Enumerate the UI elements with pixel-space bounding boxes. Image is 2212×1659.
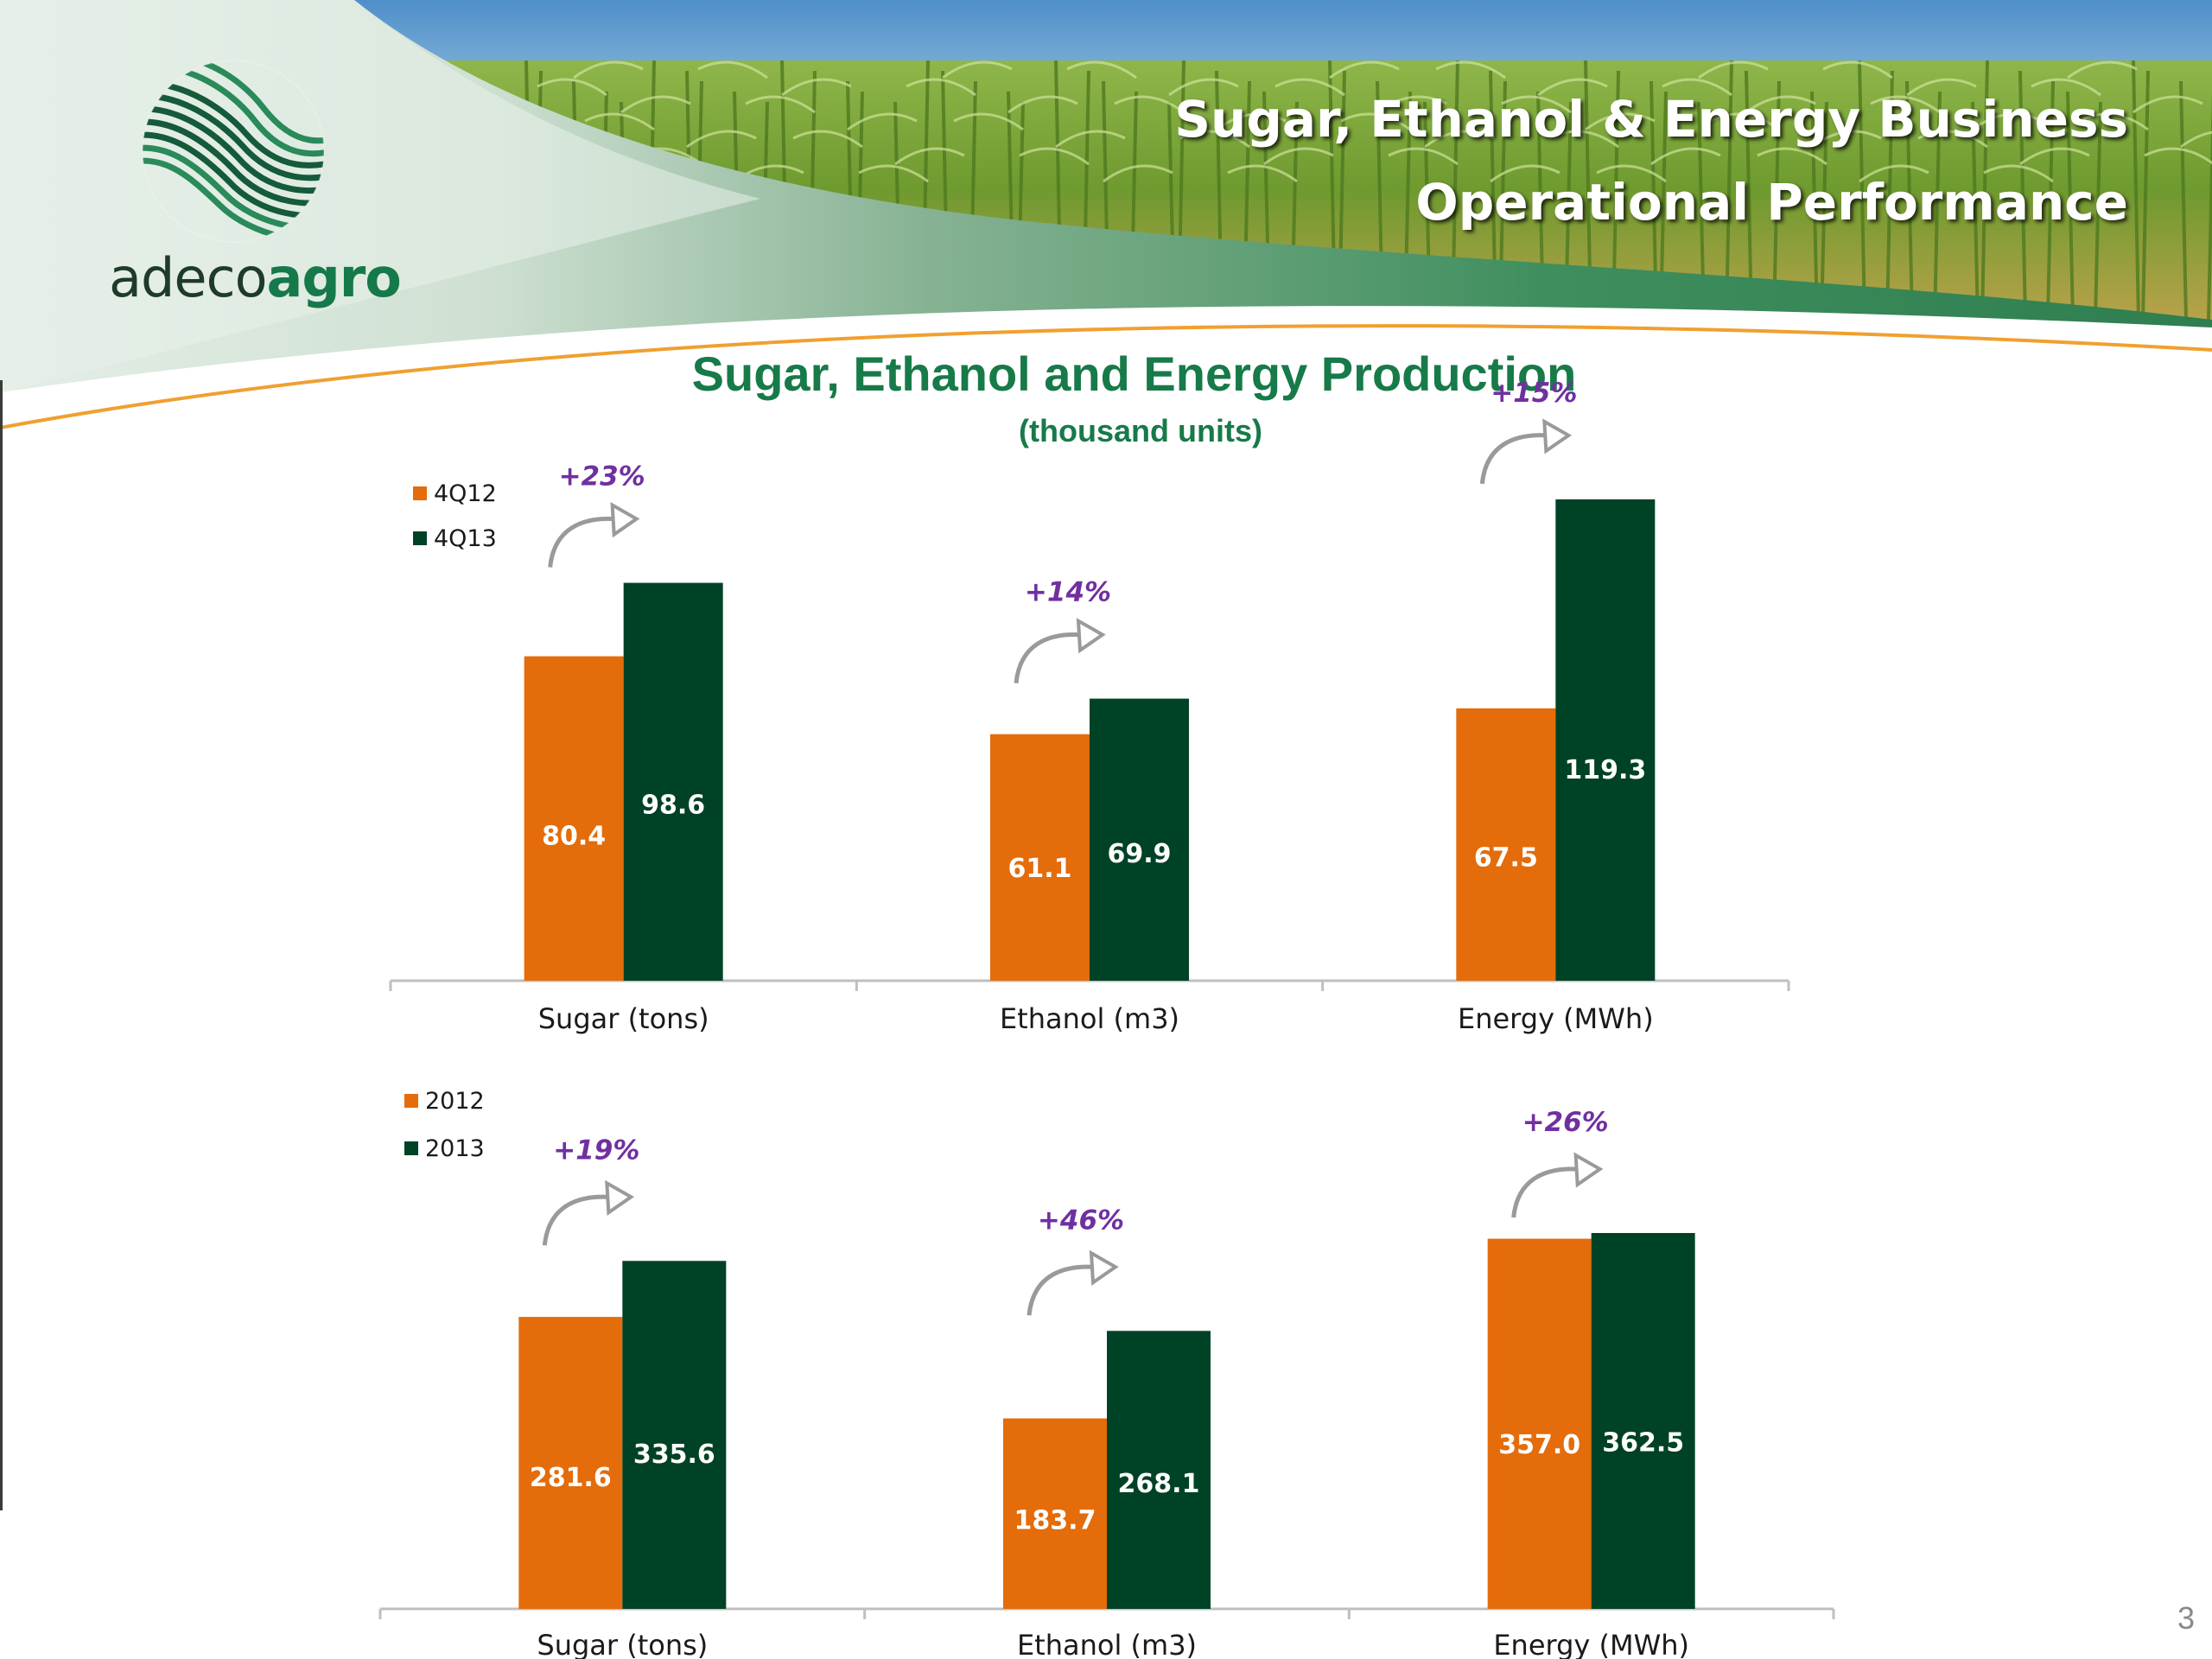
bar-2013-1 [1107,1331,1211,1609]
legend-label: 2012 [425,1088,485,1115]
bar-4Q13-2 [1555,499,1656,981]
legend-label: 4Q13 [434,525,497,552]
category-label: Energy (MWh) [1458,1002,1654,1035]
chart-annual: 281.6 335.6 Sugar (tons) +19% 183.7 268.1 Etha… [378,1088,1835,1659]
category-label: Sugar (tons) [537,1629,708,1659]
growth-arrowhead-icon [1573,1152,1604,1188]
bar-4Q12-0 [524,656,624,981]
data-label: 335.6 [633,1440,715,1470]
bar-2012-1 [1003,1418,1107,1609]
data-label: 69.9 [1107,839,1171,869]
category-label: Sugar (tons) [538,1002,709,1035]
bar-2012-0 [518,1317,623,1609]
slide-header: adecoagro Sugar, Ethanol & Energy Busine… [0,0,2212,449]
growth-arrowhead-icon [1089,1249,1119,1286]
data-label: 183.7 [1014,1505,1096,1535]
bar-4Q12-1 [990,734,1090,981]
legend-swatch [413,486,427,500]
logo-wordmark-accent: agro [266,246,402,309]
logo-wordmark-main: adeco [109,246,268,309]
legend-label: 4Q12 [434,480,497,507]
data-label: 61.1 [1007,854,1071,884]
legend-swatch [404,1141,418,1155]
bar-2013-0 [622,1261,727,1609]
data-label: 357.0 [1498,1430,1580,1460]
bar-2012-2 [1487,1238,1592,1609]
growth-arrowhead-icon [610,501,640,538]
header-title-line2: Operational Performance [1415,173,2128,232]
header-banner [0,0,2212,449]
chart-title: Sugar, Ethanol and Energy Production [691,346,1577,401]
legend-swatch [404,1094,418,1108]
logo-wordmark: adecoagro [109,246,402,309]
data-label: 67.5 [1474,843,1538,874]
growth-label: +26% [1522,1107,1609,1138]
header-title-line1: Sugar, Ethanol & Energy Business [1174,90,2128,149]
bar-2013-2 [1591,1233,1695,1609]
category-label: Ethanol (m3) [1000,1002,1179,1035]
bar-4Q13-1 [1090,698,1189,981]
bar-4Q13-0 [623,582,723,981]
data-label: 119.3 [1564,755,1646,785]
left-border-rule [0,380,3,1510]
legend-label: 2013 [425,1135,485,1162]
bar-4Q12-2 [1456,708,1556,981]
growth-arrowhead-icon [1542,418,1573,454]
chart-subtitle: (thousand units) [1019,413,1262,448]
growth-arrowhead-icon [605,1179,635,1216]
data-label: 80.4 [542,821,606,851]
category-label: Energy (MWh) [1493,1629,1689,1659]
data-label: 362.5 [1602,1427,1684,1458]
growth-label: +15% [1491,378,1577,409]
data-label: 268.1 [1118,1469,1200,1499]
data-label: 98.6 [641,791,705,821]
page-number: 3 [2177,1600,2195,1636]
category-label: Ethanol (m3) [1017,1629,1197,1659]
company-logo [104,52,380,328]
growth-arrowhead-icon [1076,617,1106,654]
growth-label: +14% [1025,577,1111,608]
growth-label: +46% [1038,1205,1124,1236]
growth-label: +23% [559,461,645,493]
growth-label: +19% [553,1135,639,1166]
chart-quarterly: 80.4 98.6 Sugar (tons) +23% 61.1 69.9 Ethanol … [389,378,1790,1035]
logo-icon [142,60,325,243]
data-label: 281.6 [530,1463,612,1493]
legend-swatch [413,531,427,545]
